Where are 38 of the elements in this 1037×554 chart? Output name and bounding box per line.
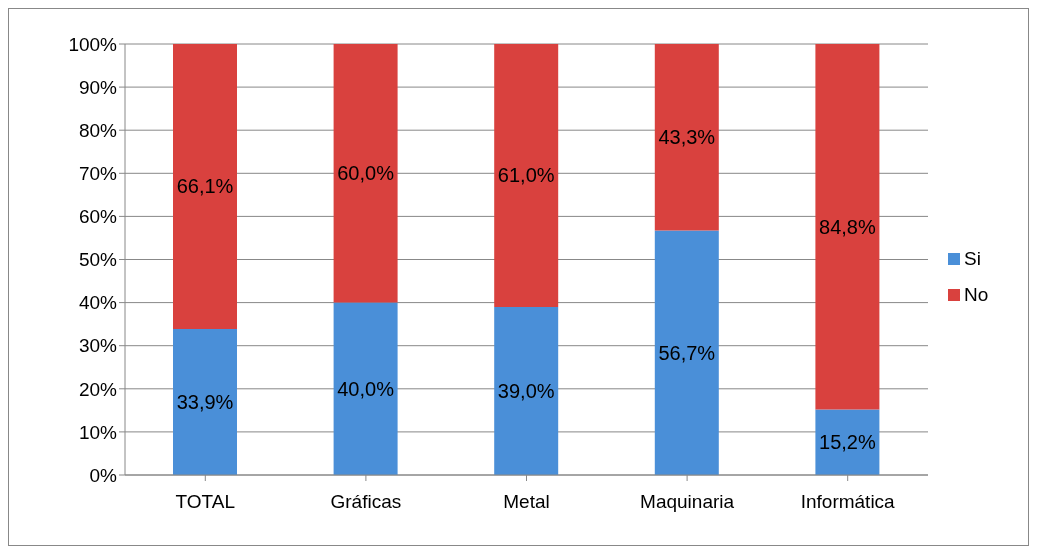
- y-tick-label: 20%: [78, 378, 118, 400]
- data-label: 84,8%: [819, 215, 876, 238]
- data-label: 56,7%: [658, 341, 716, 364]
- y-tick-label: 30%: [78, 335, 118, 357]
- bar: [815, 44, 880, 410]
- bar: [654, 44, 719, 231]
- y-tick-label: 90%: [78, 76, 118, 98]
- bar: [654, 230, 719, 475]
- y-tick-label: 40%: [78, 292, 118, 314]
- y-tick-label: 60%: [78, 206, 118, 228]
- legend-label: Si: [964, 248, 981, 270]
- legend-label: No: [964, 284, 989, 306]
- x-tick-label: Gráficas: [330, 491, 402, 513]
- bar: [815, 409, 880, 475]
- bar: [333, 44, 398, 303]
- data-label: 66,1%: [176, 175, 234, 198]
- data-label: 61,0%: [497, 164, 555, 187]
- y-tick-label: 0%: [89, 464, 118, 486]
- y-tick-label: 70%: [78, 163, 118, 185]
- y-tick-label: 10%: [78, 421, 118, 443]
- x-tick-label: Informática: [800, 491, 896, 513]
- x-tick-label: TOTAL: [175, 491, 236, 513]
- y-tick-label: 80%: [78, 119, 118, 141]
- data-label: 40,0%: [337, 377, 395, 400]
- data-label: 39,0%: [497, 379, 555, 402]
- data-label: 60,0%: [337, 162, 395, 185]
- y-tick-label: 50%: [78, 249, 118, 271]
- bar: [494, 44, 559, 307]
- bar: [173, 328, 237, 475]
- x-tick-label: Maquinaria: [640, 491, 735, 513]
- data-label: 15,2%: [819, 431, 876, 454]
- bar: [494, 306, 559, 475]
- bar: [173, 44, 237, 329]
- y-tick-label: 100%: [68, 33, 118, 55]
- bar: [333, 302, 398, 475]
- data-label: 33,9%: [176, 390, 234, 413]
- x-tick-label: Metal: [503, 491, 550, 513]
- data-label: 43,3%: [658, 126, 716, 149]
